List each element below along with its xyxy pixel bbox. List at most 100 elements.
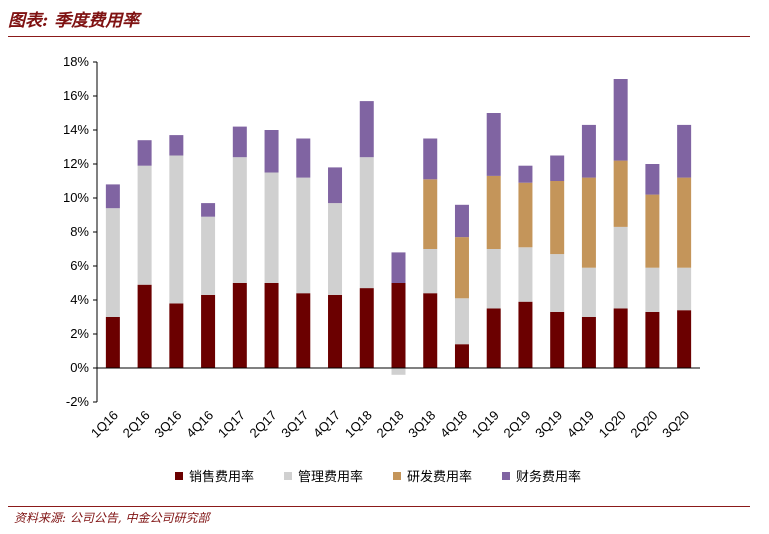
legend-item: 财务费用率: [502, 466, 581, 485]
bar-segment: [105, 184, 120, 209]
figure-title: 图表: 季度费用率: [8, 11, 140, 31]
bar-segment: [201, 203, 216, 217]
bar-segment: [518, 247, 533, 302]
bar-segment: [518, 182, 533, 248]
bar-segment: [677, 310, 692, 368]
bar-segment: [550, 311, 565, 368]
bar-segment: [550, 155, 565, 181]
bar-segment: [423, 138, 438, 180]
x-tick-label: 4Q18: [437, 408, 470, 441]
bar-segment: [391, 368, 406, 375]
legend-label: 管理费用率: [298, 470, 364, 485]
legend-swatch: [284, 471, 293, 480]
x-tick-label: 2Q19: [500, 408, 533, 441]
legend-swatch: [175, 471, 183, 480]
bar-segment: [264, 172, 279, 283]
legend-item: 管理费用率: [284, 466, 363, 485]
x-tick-label: 2Q18: [374, 408, 407, 441]
x-tick-label: 3Q18: [405, 408, 438, 441]
bar-segment: [201, 216, 216, 295]
bar-segment: [169, 303, 184, 368]
bar-segment: [232, 126, 247, 158]
bar-segment: [486, 113, 501, 176]
y-tick-label: 4%: [70, 292, 89, 307]
legend-label: 销售费用率: [189, 470, 255, 485]
bar-segment: [359, 157, 374, 289]
bar-segment: [677, 267, 692, 311]
x-tick-label: 3Q19: [532, 408, 565, 441]
x-tick-label: 3Q17: [278, 408, 311, 441]
bottom-rule: [8, 506, 750, 507]
x-tick-label: 3Q20: [659, 408, 692, 441]
source-note: 资料来源: 公司公告, 中金公司研究部: [14, 511, 210, 525]
bar-segment: [296, 293, 311, 368]
bar-segment: [486, 308, 501, 368]
bar-segment: [391, 283, 406, 368]
legend-item: 销售费用率: [175, 466, 254, 485]
x-tick-label: 1Q20: [596, 408, 629, 441]
y-tick-label: 0%: [70, 360, 89, 375]
bar-segment: [296, 177, 311, 294]
bar-segment: [201, 294, 216, 368]
bar-segment: [232, 157, 247, 283]
bar-segment: [581, 267, 596, 317]
bar-segment: [486, 249, 501, 309]
chart-legend: 销售费用率 管理费用率 研发费用率 财务费用率: [175, 466, 581, 485]
x-tick-label: 2Q17: [247, 408, 280, 441]
bar-segment: [581, 124, 596, 178]
bar-segment: [105, 317, 120, 368]
bar-segment: [105, 208, 120, 317]
x-tick-label: 4Q19: [564, 408, 597, 441]
y-tick-label: -2%: [66, 394, 90, 409]
bar-segment: [328, 203, 343, 295]
legend-swatch: [502, 471, 511, 480]
x-tick-label: 1Q19: [469, 408, 502, 441]
bar-segment: [645, 311, 660, 368]
bar-segment: [137, 140, 152, 166]
bar-segment: [264, 130, 279, 173]
bar-segment: [391, 252, 406, 283]
x-tick-label: 2Q16: [120, 408, 153, 441]
bar-segment: [645, 164, 660, 195]
bar-segment: [232, 283, 247, 368]
bar-segment: [454, 344, 469, 368]
bar-segment: [550, 254, 565, 312]
bar-segment: [296, 138, 311, 178]
y-tick-label: 2%: [70, 326, 89, 341]
bar-segment: [359, 288, 374, 368]
bar-segment: [518, 165, 533, 183]
bar-segment: [518, 301, 533, 368]
bar-segment: [613, 226, 628, 309]
bar-segment: [169, 155, 184, 304]
bar-segment: [169, 135, 184, 156]
bar-segment: [581, 317, 596, 368]
bar-segment: [454, 237, 469, 299]
legend-label: 财务费用率: [516, 470, 582, 485]
x-tick-label: 1Q18: [342, 408, 375, 441]
x-tick-label: 1Q16: [88, 408, 121, 441]
bar-segment: [613, 308, 628, 368]
legend-swatch: [393, 471, 402, 480]
bar-segment: [645, 267, 660, 312]
x-tick-label: 4Q16: [183, 408, 216, 441]
legend-item: 研发费用率: [393, 466, 472, 485]
bar-segment: [550, 181, 565, 255]
y-tick-label: 14%: [63, 122, 89, 137]
x-tick-label: 3Q16: [151, 408, 184, 441]
y-tick-label: 10%: [63, 190, 89, 205]
y-tick-label: 8%: [70, 224, 89, 239]
bar-segment: [581, 177, 596, 268]
bar-segment: [677, 124, 692, 178]
bar-segment: [137, 165, 152, 285]
y-tick-label: 18%: [63, 54, 89, 69]
bar-segment: [328, 167, 343, 204]
bar-segment: [328, 294, 343, 368]
y-tick-label: 16%: [63, 88, 89, 103]
legend-label: 研发费用率: [407, 470, 473, 485]
bar-segment: [613, 160, 628, 227]
bar-segment: [423, 249, 438, 294]
y-tick-label: 12%: [63, 156, 89, 171]
bar-segment: [613, 79, 628, 161]
bar-segment: [264, 283, 279, 368]
